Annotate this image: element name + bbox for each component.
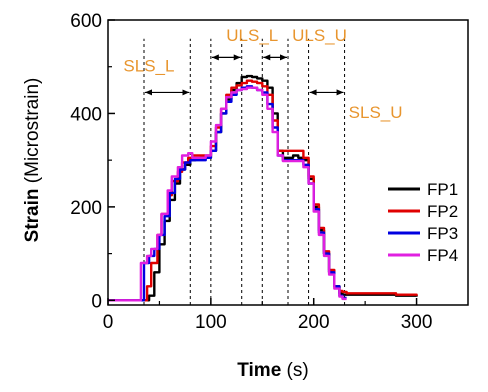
x-tick-label: 0	[103, 312, 114, 333]
y-axis-title-main: Strain	[22, 188, 43, 242]
region-label: SLS_U	[349, 103, 403, 122]
y-axis-title: Strain (Microstrain)	[22, 78, 43, 243]
series-line-fp4	[108, 86, 347, 302]
x-axis-title-main: Time	[237, 360, 281, 381]
y-tick-label: 0	[91, 291, 102, 312]
x-axis-title-unit: (s)	[281, 360, 308, 381]
y-tick-label: 600	[70, 11, 102, 32]
region-label: SLS_L	[123, 56, 174, 75]
x-tick-label: 100	[195, 312, 227, 333]
legend-label: FP2	[427, 202, 458, 221]
x-tick-label: 200	[298, 312, 330, 333]
x-tick-label: 300	[401, 312, 433, 333]
legend-label: FP4	[427, 246, 458, 265]
legend: FP1 FP2 FP3 FP4	[388, 180, 458, 265]
region-annotations: SLS_L ULS_L ULS_U SLS_U	[123, 26, 402, 122]
plot-frame	[107, 19, 469, 306]
region-boundary-lines	[143, 38, 346, 305]
x-axis-title: Time (s)	[237, 360, 308, 381]
series-lines	[108, 74, 418, 302]
legend-label: FP3	[427, 224, 458, 243]
y-axis-title-unit: (Microstrain)	[22, 78, 43, 189]
axis-ticks: 0 100 200 300 0 200 400 600	[70, 11, 432, 333]
legend-label: FP1	[427, 180, 458, 199]
y-tick-label: 400	[70, 104, 102, 125]
y-tick-label: 200	[70, 198, 102, 219]
region-label: ULS_U	[292, 26, 347, 45]
region-label: ULS_L	[226, 26, 278, 45]
